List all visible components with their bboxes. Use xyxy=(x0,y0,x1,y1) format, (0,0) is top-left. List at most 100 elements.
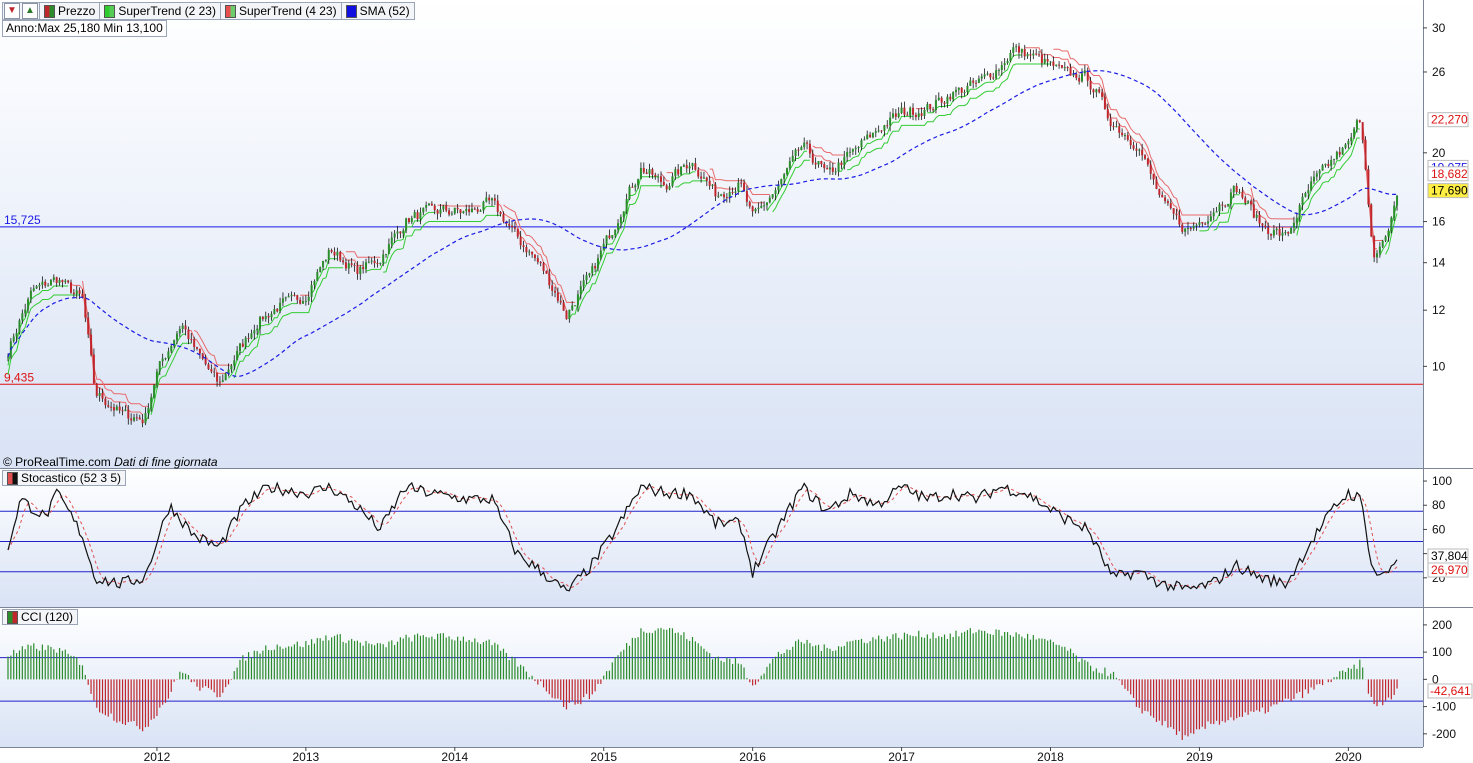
arrow-up-icon[interactable]: ▲ xyxy=(22,3,38,19)
candle-body xyxy=(84,297,87,318)
candle-body xyxy=(811,153,814,163)
x-tick-label: 2014 xyxy=(441,750,468,763)
candle-body xyxy=(416,212,419,220)
candle-body xyxy=(121,410,124,412)
candle-body xyxy=(751,206,754,212)
candle-body xyxy=(362,266,365,270)
candle-body xyxy=(536,258,539,263)
candle-body xyxy=(866,134,869,140)
candle-body xyxy=(1378,246,1381,254)
candle-body xyxy=(1017,46,1020,53)
candle-body xyxy=(32,288,35,291)
candle-body xyxy=(786,168,789,175)
candle-body xyxy=(359,266,362,274)
candle-body xyxy=(1361,122,1364,140)
stochastic-last-value-box xyxy=(1427,562,1469,578)
arrow-down-icon[interactable]: ▼ xyxy=(4,3,20,19)
candle-body xyxy=(241,343,244,347)
candle-body xyxy=(301,301,304,304)
candle-body xyxy=(90,334,93,355)
stochastic-legend[interactable]: Stocastico (52 3 5) xyxy=(2,470,127,486)
candle-body xyxy=(677,169,680,175)
candle-body xyxy=(1103,96,1106,110)
candle-body xyxy=(367,261,370,263)
candle-body xyxy=(47,285,50,287)
candle-body xyxy=(439,209,442,214)
candle-body xyxy=(1218,204,1221,212)
candle-body xyxy=(1358,120,1361,123)
candle-body xyxy=(826,168,829,170)
candle-body xyxy=(528,251,531,253)
candle-body xyxy=(854,147,857,150)
candle-body xyxy=(95,383,98,396)
candle-body xyxy=(387,244,390,255)
candle-body xyxy=(1172,208,1175,214)
candle-body xyxy=(1038,54,1041,56)
legend-supertrend-2-23[interactable]: SuperTrend (2 23) xyxy=(99,3,220,19)
candle-body xyxy=(299,299,302,304)
price-y-tick-label: 16 xyxy=(1432,215,1446,229)
candle-body xyxy=(745,190,748,202)
candle-body xyxy=(153,385,156,397)
candle-body xyxy=(373,260,376,264)
candle-body xyxy=(986,73,989,75)
candle-body xyxy=(588,273,591,276)
candle-body xyxy=(1341,147,1344,155)
candle-body xyxy=(436,210,439,214)
candle-body xyxy=(617,223,620,230)
candle-body xyxy=(631,186,634,188)
candle-body xyxy=(923,109,926,116)
supertrend-line xyxy=(927,54,1022,114)
candle-body xyxy=(765,202,768,206)
supertrend-line xyxy=(383,214,501,273)
price-panel[interactable] xyxy=(0,0,1423,468)
candle-body xyxy=(874,131,877,133)
supertrend-line xyxy=(1241,188,1292,228)
candle-body xyxy=(565,310,568,320)
stochastic-panel[interactable] xyxy=(0,469,1423,607)
candle-body xyxy=(531,251,534,255)
supertrend-line xyxy=(482,205,495,211)
candle-body xyxy=(1055,64,1058,66)
candle-body xyxy=(1244,197,1247,203)
candle-body xyxy=(184,325,187,330)
candle-body xyxy=(1301,196,1304,206)
candle-body xyxy=(969,80,972,86)
candle-body xyxy=(227,369,230,374)
cci-panel[interactable] xyxy=(0,608,1423,747)
candle-body xyxy=(396,231,399,234)
candle-body xyxy=(327,250,330,261)
legend-sma-52[interactable]: SMA (52) xyxy=(340,3,414,19)
x-tick-label: 2020 xyxy=(1335,750,1362,763)
candle-body xyxy=(1063,67,1066,69)
candle-body xyxy=(170,345,173,352)
candle-body xyxy=(107,405,110,407)
candle-body xyxy=(499,211,502,215)
price-y-tick-label: 10 xyxy=(1432,359,1446,373)
legend-prezzo[interactable]: Prezzo xyxy=(39,3,99,19)
candle-body xyxy=(198,348,201,354)
legend-supertrend-4-23[interactable]: SuperTrend (4 23) xyxy=(219,3,341,19)
supertrend-line xyxy=(1293,128,1360,232)
candle-body xyxy=(1152,173,1155,180)
candle-body xyxy=(1312,176,1315,182)
candle-body xyxy=(155,371,158,386)
candle-body xyxy=(914,114,917,118)
candle-body xyxy=(324,260,327,262)
candle-body xyxy=(1264,225,1267,228)
candle-body xyxy=(1227,203,1230,206)
candle-body xyxy=(479,210,482,212)
candle-body xyxy=(992,77,995,79)
candle-body xyxy=(900,107,903,114)
candle-body xyxy=(777,184,780,191)
candle-body xyxy=(614,229,617,236)
candle-body xyxy=(1355,120,1358,129)
cci-legend[interactable]: CCI (120) xyxy=(2,609,79,625)
price-y-tick-label: 20 xyxy=(1432,146,1446,160)
candle-body xyxy=(949,96,952,100)
stochastic-last-value: 26,970 xyxy=(1431,563,1468,577)
candle-body xyxy=(67,280,70,283)
candle-body xyxy=(1149,164,1152,174)
candle-body xyxy=(491,198,494,201)
candle-body xyxy=(1287,232,1290,234)
